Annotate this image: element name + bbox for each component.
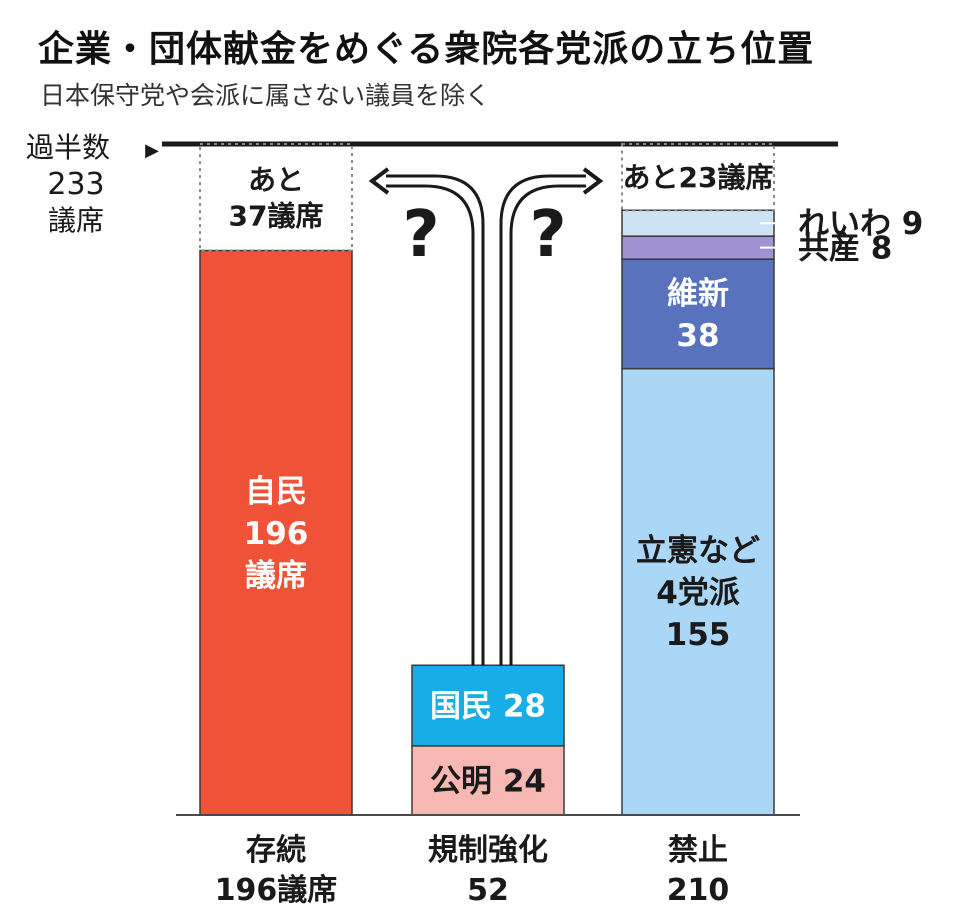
- remaining-box-0: [199, 143, 353, 252]
- total-label-0: 196議席: [215, 873, 338, 906]
- arrow-to-ban-stroke-0: [499, 174, 586, 666]
- category-label-2: 禁止: [668, 833, 728, 868]
- arrow-to-keep-stroke-1: [386, 174, 485, 666]
- bar-label-0-0-2: 議席: [245, 558, 307, 594]
- bar-label-1-0-0: 公明 24: [430, 763, 546, 799]
- remaining-label-0-1: 37議席: [229, 199, 324, 232]
- question-mark-left: ?: [402, 198, 439, 272]
- arrow-to-keep-stroke-0: [386, 184, 475, 666]
- bar-label-0-0-1: 196: [244, 516, 309, 552]
- majority-unit: 議席: [48, 204, 104, 237]
- chart-subtitle: 日本保守党や会派に属さない議員を除く: [40, 81, 491, 110]
- bar-label-2-3: れいわ 9: [798, 206, 923, 242]
- bar-label-2-0-1: 4党派: [656, 575, 740, 611]
- category-label-0: 存続: [246, 833, 306, 868]
- question-mark-right: ?: [529, 198, 566, 272]
- bar-label-2-0-2: 155: [666, 617, 731, 653]
- arrow-to-ban-head: [582, 167, 604, 195]
- majority-marker-icon: ▶: [145, 140, 159, 161]
- remaining-box-2: [621, 143, 775, 212]
- majority-value: 233: [47, 167, 104, 202]
- remaining-label-2-0: あと23議席: [623, 161, 774, 194]
- bar-label-2-2: 共産 8: [798, 231, 892, 267]
- bar-label-1-1-0: 国民 28: [430, 689, 546, 725]
- bar-segment-1-0: [411, 745, 565, 816]
- bar-label-2-1-1: 38: [676, 318, 719, 354]
- bar-label-2-0-0: 立憲など: [636, 533, 760, 569]
- bar-label-0-0-0: 自民: [245, 474, 307, 510]
- arrow-to-ban-stroke-1: [509, 184, 586, 666]
- bar-segment-2-1: [621, 258, 775, 370]
- bar-segment-2-3: [621, 209, 775, 237]
- majority-label: 過半数: [26, 131, 110, 164]
- arrow-to-keep-head: [368, 167, 390, 195]
- total-label-1: 52: [467, 873, 509, 906]
- chart-title: 企業・団体献金をめぐる衆院各党派の立ち位置: [38, 29, 815, 70]
- bar-segment-2-2: [621, 235, 775, 260]
- bar-label-2-1-0: 維新: [667, 276, 729, 312]
- bar-segment-1-1: [411, 664, 565, 747]
- category-label-1: 規制強化: [428, 833, 548, 868]
- total-label-2: 210: [667, 873, 730, 906]
- remaining-label-0-0: あと: [248, 163, 304, 196]
- bar-segment-2-0: [621, 367, 775, 816]
